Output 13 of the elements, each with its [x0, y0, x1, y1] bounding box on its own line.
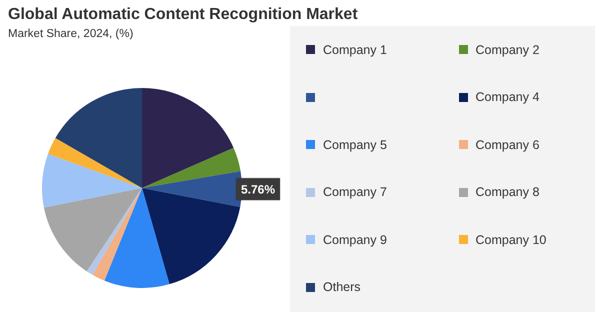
- chart-subtitle: Market Share, 2024, (%): [8, 28, 134, 40]
- legend-label: Company 1: [323, 42, 387, 57]
- legend-label: Company 5: [323, 138, 387, 152]
- legend-label: Company 7: [323, 185, 387, 200]
- legend-label: Company 6: [476, 138, 540, 152]
- legend-label: Company 4: [476, 90, 540, 104]
- legend-label: Company 2: [476, 42, 540, 57]
- data-label: 5.76%: [240, 182, 276, 196]
- legend-label: Company 8: [476, 185, 540, 200]
- legend-label: Company 9: [323, 232, 387, 247]
- legend-label: Others: [323, 280, 361, 294]
- legend-label: Company 10: [476, 232, 546, 247]
- chart-title: Global Automatic Content Recognition Market: [8, 6, 358, 24]
